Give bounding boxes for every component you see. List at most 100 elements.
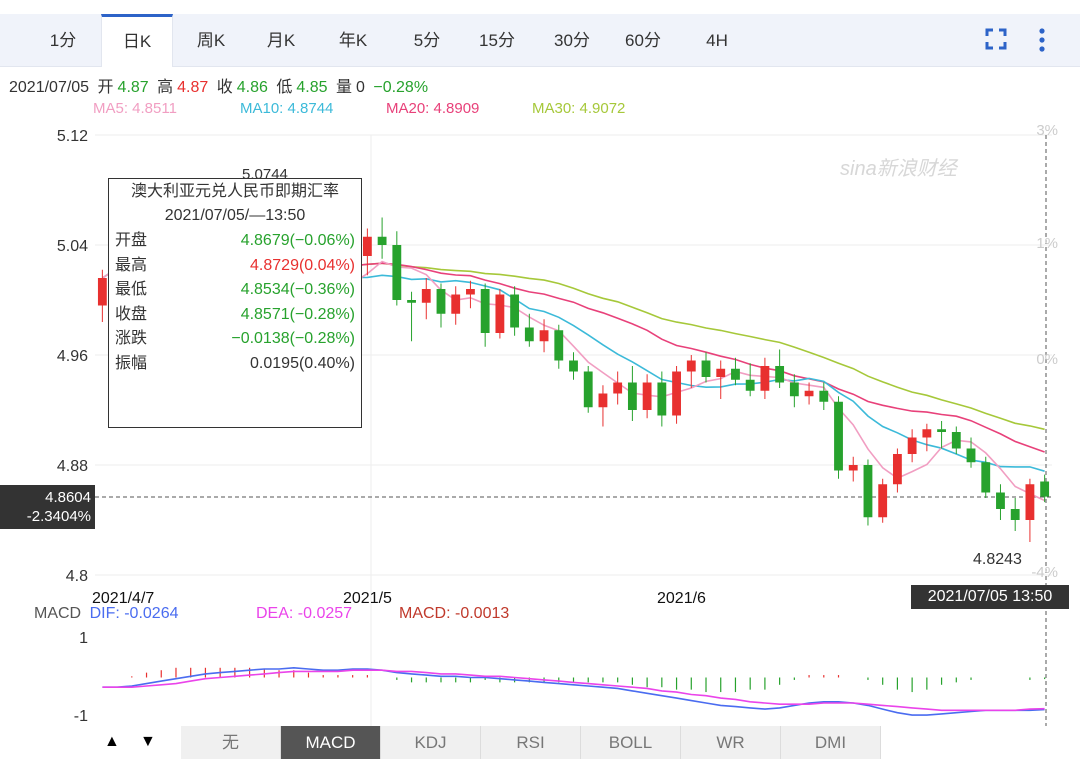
fullscreen-icon[interactable] — [985, 28, 1007, 50]
indicator-tab-boll[interactable]: BOLL — [581, 726, 681, 759]
pct-tick-label: 0% — [1036, 351, 1058, 368]
candle — [627, 366, 637, 421]
candle-body — [392, 245, 402, 300]
info-close-label: 收 — [216, 79, 233, 96]
indicator-tab-kdj[interactable]: KDJ — [381, 726, 481, 759]
crosshair-price-tag: 4.8604 -2.3404% — [0, 485, 95, 529]
tooltip-value: 0.0195(0.40%) — [250, 354, 355, 372]
x-tick-label: 2021/4/7 — [92, 590, 154, 607]
tab-15min[interactable]: 15分 — [479, 31, 515, 50]
candle — [642, 374, 652, 419]
candle — [878, 478, 888, 523]
tooltip-value: 4.8571(−0.28%) — [240, 305, 355, 323]
candle-body — [524, 327, 534, 342]
indicator-tab-wr[interactable]: WR — [681, 726, 781, 759]
candle — [937, 421, 946, 449]
tab-1min[interactable]: 1分 — [49, 31, 77, 50]
indicator-tab-rsi[interactable]: RSI — [481, 726, 581, 759]
ma10-legend: MA10: 4.8744 — [240, 100, 334, 117]
candle — [510, 286, 520, 336]
info-low: 4.85 — [296, 79, 328, 96]
candle-body — [407, 300, 416, 303]
pct-tick-label: -4% — [1031, 564, 1058, 581]
macd-legend: MACD DIF: -0.0264 — [34, 605, 179, 623]
y-tick-label: 5.12 — [57, 128, 88, 145]
pct-tick-label: 3% — [1036, 122, 1058, 139]
candle-body — [760, 366, 770, 391]
tab-weekly[interactable]: 周K — [196, 31, 226, 50]
candle-body — [627, 382, 637, 410]
candle-body — [804, 390, 814, 397]
crosshair-price: 4.8604 — [45, 489, 91, 506]
candle-body — [834, 401, 843, 471]
candle — [745, 363, 755, 397]
candle — [907, 429, 917, 463]
tooltip-value: 4.8534(−0.36%) — [240, 281, 355, 298]
indicator-tab-macd[interactable]: MACD — [281, 726, 381, 759]
tooltip-row-change: 涨跌 −0.0138(−0.28%) — [115, 327, 355, 352]
candle-body — [466, 289, 475, 295]
candle-body — [819, 390, 829, 402]
info-open-label: 开 — [97, 79, 114, 96]
tab-daily[interactable]: 日K — [101, 14, 173, 67]
low-annotation: 4.8243 — [973, 551, 1022, 568]
candle — [701, 352, 711, 383]
tab-30min[interactable]: 30分 — [554, 31, 590, 50]
info-date: 2021/07/05 — [9, 79, 90, 96]
info-vol: 0 — [355, 79, 365, 96]
info-close: 4.86 — [236, 79, 268, 96]
candle-body — [539, 330, 549, 342]
tab-4h[interactable]: 4H — [706, 31, 728, 50]
candle — [466, 280, 475, 309]
candle — [569, 352, 578, 380]
candle — [966, 437, 976, 468]
sina-watermark: sina新浪财经 — [840, 158, 957, 180]
candle — [1040, 474, 1050, 503]
tooltip-row-close: 收盘 4.8571(−0.28%) — [115, 303, 355, 328]
candle-body — [598, 393, 608, 408]
scroll-down-button[interactable]: ▼ — [140, 733, 156, 750]
candle — [731, 357, 740, 386]
indicator-tab-dmi[interactable]: DMI — [781, 726, 881, 759]
info-high-label: 高 — [157, 79, 174, 96]
y-tick-label: 4.88 — [57, 458, 88, 475]
candle — [421, 278, 431, 320]
candle — [892, 448, 902, 493]
candle — [362, 228, 372, 276]
candle-body — [657, 382, 667, 416]
period-tab-bar: 1分 日K 周K 月K 年K 5分 15分 30分 60分 4H — [0, 14, 1080, 67]
candle — [613, 371, 623, 405]
candle-body — [583, 371, 593, 408]
candle-body — [1010, 509, 1020, 520]
candle — [524, 313, 534, 347]
info-change: −0.28% — [373, 79, 429, 96]
tab-60min[interactable]: 60分 — [625, 31, 661, 50]
candle — [377, 217, 387, 259]
candle-body — [701, 360, 711, 377]
tooltip-row-amplitude: 振幅 0.0195(0.40%) — [115, 352, 355, 377]
candle-body — [1040, 481, 1050, 497]
candle-body — [672, 371, 681, 416]
tooltip-value: −0.0138(−0.28%) — [231, 330, 355, 347]
ohlc-tooltip: 澳大利亚元兑人民币即期汇率 2021/07/05/—13:50 开盘 4.8679… — [108, 178, 362, 428]
candle-body — [731, 368, 740, 380]
candle — [848, 456, 858, 482]
tooltip-label: 振幅 — [115, 354, 148, 372]
ma30-legend: MA30: 4.9072 — [532, 100, 626, 117]
candle — [583, 366, 593, 413]
candle-body — [362, 236, 372, 256]
indicator-tab-none[interactable]: 无 — [181, 726, 281, 759]
candle-body — [745, 379, 755, 391]
tooltip-value: 4.8729(0.04%) — [250, 256, 355, 274]
tooltip-label: 开盘 — [115, 232, 148, 249]
more-menu-icon[interactable] — [1038, 28, 1046, 52]
scroll-up-button[interactable]: ▲ — [104, 733, 120, 750]
tab-5min[interactable]: 5分 — [413, 31, 441, 50]
candle — [392, 231, 402, 306]
tab-monthly[interactable]: 月K — [266, 31, 296, 50]
candle — [863, 459, 873, 526]
tab-yearly[interactable]: 年K — [338, 31, 368, 50]
candle-body — [686, 360, 696, 372]
candle-body — [554, 330, 564, 361]
